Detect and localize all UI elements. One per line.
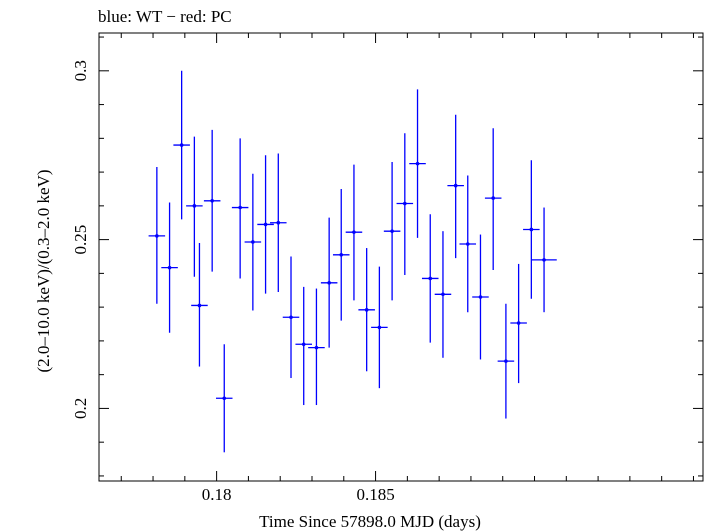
point-marker (352, 230, 356, 234)
data-point (186, 136, 203, 277)
x-tick-label: 0.185 (356, 485, 394, 504)
point-marker (263, 222, 268, 227)
y-tick-label: 0.25 (71, 225, 90, 255)
point-marker (364, 308, 369, 312)
point-marker (167, 265, 172, 270)
data-point (459, 175, 477, 313)
data-point (231, 138, 249, 279)
data-point (282, 256, 300, 379)
x-tick-label: 0.18 (202, 485, 232, 504)
point-marker (179, 143, 184, 147)
data-point (409, 89, 426, 238)
data-point (396, 133, 414, 276)
data-point (332, 188, 350, 321)
point-marker (276, 220, 281, 225)
data-point (191, 242, 208, 367)
point-marker (222, 396, 227, 401)
point-marker (238, 205, 242, 210)
data-point (148, 167, 166, 304)
point-marker (327, 281, 331, 285)
data-point (497, 303, 515, 419)
data-point (358, 248, 375, 372)
data-point (447, 114, 464, 259)
data-point (345, 164, 363, 301)
point-marker (504, 359, 508, 363)
data-point (244, 173, 262, 311)
data-point (215, 344, 233, 453)
y-tick-label: 0.2 (71, 398, 90, 419)
point-marker (516, 321, 521, 325)
y-axis-ticks: 0.2 0.25 0.3 (71, 36, 703, 477)
point-marker (491, 196, 495, 200)
point-marker (197, 303, 202, 308)
data-point (383, 161, 401, 301)
point-marker (428, 276, 433, 281)
data-point (434, 231, 452, 358)
point-marker (453, 183, 458, 188)
data-point (484, 128, 502, 270)
data-point (308, 288, 325, 406)
point-marker (289, 315, 293, 320)
point-marker (155, 234, 159, 238)
point-marker (478, 295, 483, 299)
data-point (510, 263, 527, 384)
point-marker (339, 253, 344, 257)
point-marker (314, 345, 319, 350)
point-marker (465, 242, 470, 246)
point-marker (542, 258, 546, 262)
x-axis-label: Time Since 57898.0 MJD (days) (259, 512, 481, 531)
point-marker (301, 342, 306, 347)
x-axis-ticks: 0.18 0.185 (120, 33, 694, 504)
data-point (203, 129, 221, 272)
data-point (320, 217, 338, 348)
point-marker (377, 325, 382, 330)
data-point (421, 214, 439, 343)
point-marker (529, 227, 534, 232)
plot-frame (98, 32, 704, 482)
y-axis-label: (2.0–10.0 keV)/(0.3–2.0 keV) (34, 169, 53, 372)
data-point (270, 153, 287, 292)
point-marker (403, 201, 407, 206)
y-tick-label: 0.3 (71, 60, 90, 81)
point-marker (210, 198, 214, 203)
data-point (257, 155, 274, 294)
data-point (173, 70, 190, 220)
data-point (161, 202, 178, 333)
point-marker (390, 229, 394, 233)
point-marker (192, 204, 197, 208)
data-points (148, 70, 557, 453)
data-point (523, 160, 540, 299)
data-point (531, 207, 557, 313)
data-point (295, 286, 312, 406)
chart-header: blue: WT − red: PC (98, 7, 232, 26)
point-marker (441, 292, 445, 297)
data-point (371, 266, 388, 389)
data-point (472, 234, 489, 360)
point-marker (415, 161, 420, 166)
point-marker (251, 240, 255, 244)
